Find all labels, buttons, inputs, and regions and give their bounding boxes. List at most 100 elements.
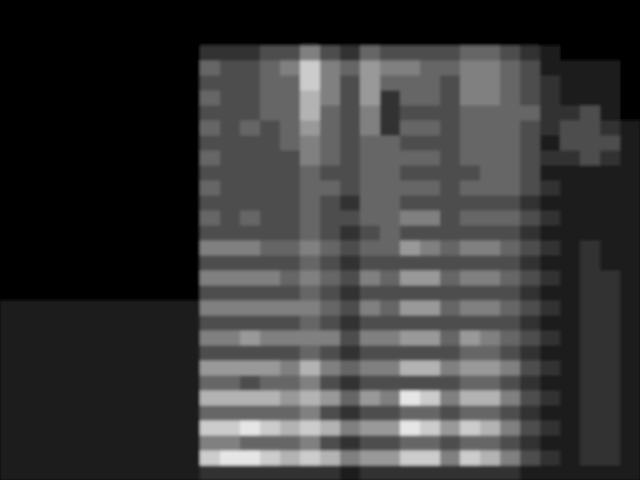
heat-cell <box>580 120 601 136</box>
heat-cell <box>220 75 241 91</box>
heat-cell <box>540 225 561 241</box>
heat-cell <box>80 180 101 196</box>
heat-cell <box>620 360 640 376</box>
heat-cell <box>580 330 601 346</box>
heat-cell <box>320 105 341 121</box>
heat-cell <box>600 240 621 256</box>
heat-cell <box>500 225 521 241</box>
heat-cell <box>0 300 21 316</box>
heat-cell <box>620 210 640 226</box>
heat-cell <box>340 15 361 31</box>
heat-cell <box>420 285 441 301</box>
heat-cell <box>620 435 640 451</box>
heat-cell <box>160 210 181 226</box>
heat-cell <box>120 435 141 451</box>
heat-cell <box>620 75 640 91</box>
heat-cell <box>380 300 401 316</box>
heat-cell <box>460 150 481 166</box>
heat-cell <box>340 285 361 301</box>
heat-cell <box>0 120 21 136</box>
heat-cell <box>280 60 301 76</box>
heat-cell <box>280 15 301 31</box>
heat-cell <box>280 390 301 406</box>
heat-cell <box>400 285 421 301</box>
heat-cell <box>80 195 101 211</box>
heat-cell <box>620 180 640 196</box>
heat-cell <box>500 450 521 466</box>
heat-cell <box>100 0 121 16</box>
heat-cell <box>400 240 421 256</box>
heat-cell <box>80 0 101 16</box>
heat-cell <box>20 240 41 256</box>
heat-cell <box>260 195 281 211</box>
heat-cell <box>460 240 481 256</box>
heat-cell <box>300 135 321 151</box>
heat-cell <box>60 210 81 226</box>
heat-cell <box>420 450 441 466</box>
heat-cell <box>620 240 640 256</box>
heat-cell <box>80 135 101 151</box>
heat-cell <box>200 390 221 406</box>
heat-cell <box>240 375 261 391</box>
heat-cell <box>240 270 261 286</box>
heat-cell <box>160 165 181 181</box>
heat-cell <box>380 195 401 211</box>
heat-cell <box>520 105 541 121</box>
heat-cell <box>20 105 41 121</box>
heat-cell <box>420 120 441 136</box>
heat-cell <box>380 75 401 91</box>
heat-cell <box>580 375 601 391</box>
heat-cell <box>460 300 481 316</box>
heat-cell <box>140 270 161 286</box>
heat-cell <box>160 135 181 151</box>
heat-cell <box>440 255 461 271</box>
heat-cell <box>160 240 181 256</box>
heat-cell <box>0 360 21 376</box>
heat-cell <box>600 120 621 136</box>
heat-cell <box>280 75 301 91</box>
heat-cell <box>40 285 61 301</box>
heat-cell <box>180 270 201 286</box>
heat-cell <box>200 30 221 46</box>
heat-cell <box>560 195 581 211</box>
heat-cell <box>0 315 21 331</box>
heat-cell <box>60 375 81 391</box>
heat-cell <box>360 420 381 436</box>
heat-cell <box>320 465 341 480</box>
heat-cell <box>280 375 301 391</box>
heat-cell <box>300 315 321 331</box>
heat-cell <box>0 30 21 46</box>
heat-cell <box>220 420 241 436</box>
heat-cell <box>360 330 381 346</box>
heat-cell <box>600 180 621 196</box>
heat-cell <box>20 120 41 136</box>
heat-cell <box>60 465 81 480</box>
heat-cell <box>100 75 121 91</box>
heat-cell <box>120 105 141 121</box>
heat-cell <box>160 360 181 376</box>
heat-cell <box>280 360 301 376</box>
heat-cell <box>280 0 301 16</box>
heat-cell <box>140 345 161 361</box>
heat-cell <box>240 390 261 406</box>
heat-cell <box>520 375 541 391</box>
heat-cell <box>120 210 141 226</box>
heat-cell <box>380 90 401 106</box>
heat-cell <box>120 315 141 331</box>
heat-cell <box>420 360 441 376</box>
heat-cell <box>520 195 541 211</box>
heat-cell <box>180 30 201 46</box>
heat-cell <box>540 255 561 271</box>
heat-cell <box>500 315 521 331</box>
heat-cell <box>240 315 261 331</box>
heat-cell <box>200 330 221 346</box>
heat-cell <box>100 90 121 106</box>
heat-cell <box>360 75 381 91</box>
heat-cell <box>100 180 121 196</box>
heat-cell <box>280 255 301 271</box>
heat-cell <box>120 450 141 466</box>
heat-cell <box>460 405 481 421</box>
heat-cell <box>540 60 561 76</box>
heat-cell <box>600 315 621 331</box>
heat-cell <box>340 0 361 16</box>
